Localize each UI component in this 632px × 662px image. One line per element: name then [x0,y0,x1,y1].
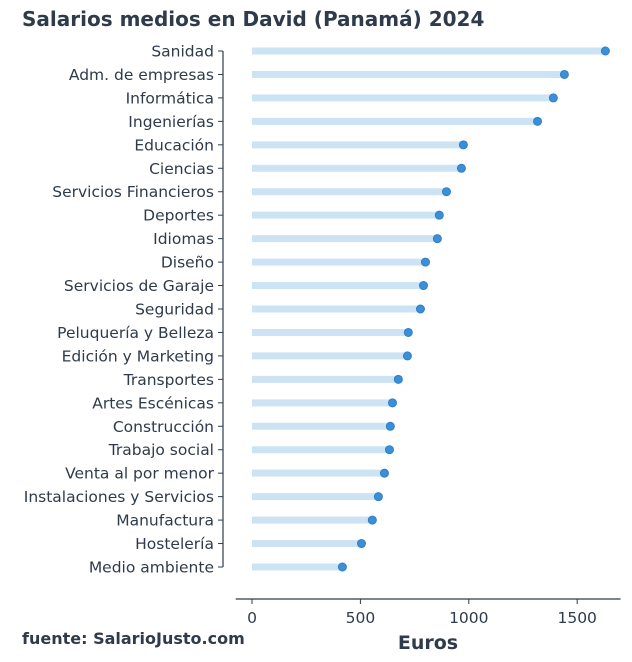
data-point-4 [458,140,468,150]
y-tick-label-11: Seguridad [135,301,214,319]
data-point-11 [415,304,425,314]
source-note: fuente: SalarioJusto.com [22,629,245,648]
data-point-10 [418,281,428,291]
y-tick-label-4: Educación [134,136,214,154]
stems-group [252,47,606,571]
data-point-12 [403,327,413,337]
y-tick-label-5: Ciencias [149,160,214,178]
x-tick-label-3: 1500 [557,609,596,627]
y-tick-label-10: Servicios de Garaje [64,277,214,295]
y-tick-label-0: Sanidad [151,43,214,61]
data-point-17 [384,445,394,455]
data-point-20 [367,515,377,525]
x-tick-label-1: 500 [346,609,376,627]
data-point-16 [385,421,395,431]
data-point-13 [402,351,412,361]
data-point-19 [373,492,383,502]
chart-title: Salarios medios en David (Panamá) 2024 [22,7,485,31]
x-tick-label-0: 0 [247,609,257,627]
data-point-18 [379,468,389,478]
y-tick-label-16: Construcción [113,418,214,436]
data-point-6 [441,187,451,197]
y-tick-label-2: Informática [126,89,214,107]
y-tick-label-21: Hostelería [135,535,214,553]
y-tick-label-14: Transportes [123,371,214,389]
y-tick-label-7: Deportes [143,207,214,225]
data-point-1 [559,69,569,79]
y-axis-labels: Sanidad Adm. de empresas Informática Ingeni… [24,43,223,577]
data-point-0 [600,46,610,56]
data-point-3 [533,116,543,126]
y-tick-label-9: Diseño [161,254,214,272]
x-axis-ticks: 0 500 1000 1500 [247,599,597,627]
dots-group [337,46,610,572]
data-point-9 [420,257,430,267]
y-tick-label-12: Peluquería y Belleza [57,324,214,342]
y-tick-label-13: Edición y Marketing [62,347,214,365]
y-tick-label-22: Medio ambiente [89,559,214,577]
y-tick-label-20: Manufactura [116,512,214,530]
data-point-15 [387,398,397,408]
data-point-2 [548,93,558,103]
data-point-14 [393,374,403,384]
data-point-22 [337,562,347,572]
y-tick-label-1: Adm. de empresas [69,66,214,84]
y-tick-label-8: Idiomas [153,230,214,248]
y-tick-label-17: Trabajo social [108,441,214,459]
y-tick-label-6: Servicios Financieros [52,183,214,201]
x-tick-label-2: 1000 [449,609,488,627]
y-tick-label-3: Ingenierías [128,113,214,131]
y-tick-label-15: Artes Escénicas [92,394,214,412]
data-point-8 [432,234,442,244]
data-point-5 [456,163,466,173]
y-tick-label-18: Venta al por menor [65,465,215,483]
data-point-21 [356,539,366,549]
y-tick-label-19: Instalaciones y Servicios [24,488,214,506]
data-point-7 [434,210,444,220]
x-axis-title: Euros [398,632,458,654]
